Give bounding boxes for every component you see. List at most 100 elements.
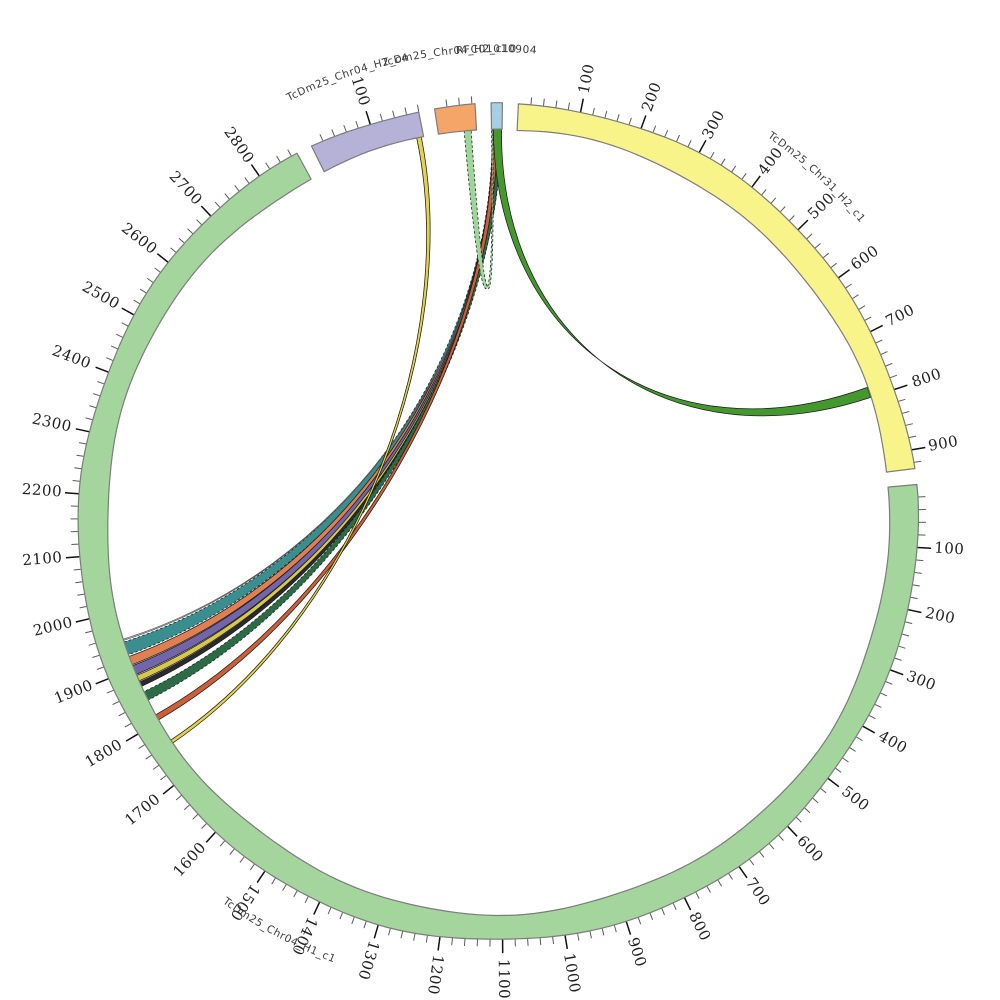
major-tick [787,825,798,837]
major-tick [75,618,90,623]
minor-tick [555,100,558,108]
minor-tick [812,797,819,804]
minor-tick [806,233,813,240]
major-tick [256,870,266,884]
minor-tick [902,633,910,637]
tick-label: 1100 [495,959,513,999]
tick-label: 2600 [118,219,161,258]
minor-tick [276,155,281,163]
segment-arc-RFC01010904 [490,102,503,130]
major-tick [827,777,840,788]
minor-tick [271,877,276,885]
major-tick [65,555,80,559]
minor-tick [183,804,190,811]
major-tick [683,897,692,911]
minor-tick [820,788,827,794]
tick-label: 1300 [354,939,383,983]
minor-tick [85,417,93,421]
tick-label: 2700 [166,167,207,209]
minor-tick [451,938,453,946]
minor-tick [282,884,287,891]
minor-tick [613,925,617,933]
minor-tick [187,228,194,234]
major-tick [313,901,321,915]
minor-tick [577,933,580,941]
minor-tick [914,572,922,574]
minor-tick [413,933,416,941]
minor-tick [796,817,802,823]
minor-tick [77,593,85,596]
major-tick [162,785,175,795]
tick-label: 2000 [31,613,74,640]
minor-tick [138,744,145,749]
minor-tick [160,775,167,781]
minor-tick [192,814,199,820]
tick-label: 700 [883,300,918,330]
minor-tick [842,757,849,763]
minor-tick [152,764,159,770]
minor-tick [898,645,906,649]
minor-tick [244,177,250,184]
minor-tick [88,642,96,646]
minor-tick [124,723,132,728]
minor-tick [79,442,87,445]
tick-label: 2500 [79,277,123,313]
minor-tick [778,834,784,841]
minor-tick [416,104,420,112]
minor-tick [880,351,888,355]
major-tick [437,937,441,951]
tick-label: 200 [924,604,957,628]
minor-tick [76,454,84,457]
minor-tick [749,859,755,866]
segment-name-text: RFC01010904 [456,43,537,57]
major-tick [75,428,90,433]
minor-tick [849,747,856,752]
minor-tick [355,121,359,128]
minor-tick [154,267,161,273]
minor-tick [637,917,642,925]
major-tick [250,164,260,177]
minor-tick [92,654,100,658]
segments-layer [77,102,920,940]
minor-tick [649,913,654,920]
tick-label: 2400 [50,341,94,372]
tick-label: 1700 [121,790,164,829]
minor-tick [170,247,177,253]
tick-label: 2800 [220,124,258,167]
minor-tick [146,277,154,283]
major-tick [95,366,109,373]
minor-tick [769,843,775,850]
minor-tick [687,140,692,147]
minor-tick [106,357,113,361]
minor-tick [874,703,882,708]
minor-tick [822,252,830,258]
major-tick [64,492,79,495]
minor-tick [265,162,270,169]
minor-tick [539,938,542,946]
minor-tick [780,206,786,213]
minor-tick [770,197,777,204]
minor-tick [858,305,866,310]
tick-label: 1600 [169,838,209,880]
minor-tick [178,237,185,244]
minor-tick [445,99,448,107]
tick-label: 500 [838,782,873,815]
segment-name-label: TcDm25_Chr04_H1_c1 [220,895,338,966]
segment-arc-TcDm25_Chr04_H2_c4 [310,111,425,173]
major-tick [156,253,169,263]
minor-tick [74,467,82,470]
minor-tick [319,134,324,141]
minor-tick [864,316,872,321]
tick-label: 300 [698,107,728,142]
minor-tick [351,917,355,925]
minor-tick [118,712,126,717]
minor-tick [287,149,292,156]
tick-label: 1200 [424,954,447,996]
major-tick [870,324,884,333]
minor-tick [672,903,677,911]
minor-tick [219,840,225,847]
tick-label: 100 [934,539,965,559]
tick-label: 800 [685,909,715,944]
